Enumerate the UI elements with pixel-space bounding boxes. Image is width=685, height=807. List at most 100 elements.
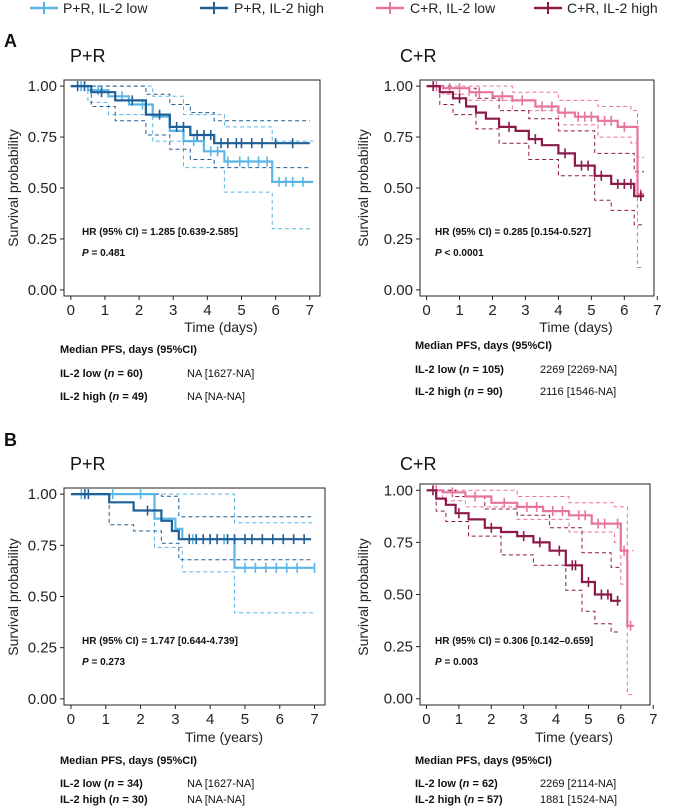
x-tick-label: 0: [422, 711, 430, 728]
panel-label-a: A: [4, 31, 17, 51]
y-axis-label: Survival probability: [5, 129, 21, 247]
plot-frame: [419, 79, 655, 297]
x-tick-label: 0: [67, 711, 75, 728]
ci-line-low-ci-upper: [70, 85, 314, 142]
x-tick-label: 1: [102, 711, 110, 728]
ci-line-high-ci-upper: [426, 489, 621, 568]
x-tick-label: 6: [276, 711, 284, 728]
median-row-high-value: NA [NA-NA]: [187, 391, 245, 403]
legend-item-pr-low[interactable]: P+R, IL-2 low: [30, 0, 148, 16]
x-tick-label: 4: [203, 302, 211, 319]
median-row-low-count: = 105): [469, 364, 504, 376]
y-tick-label: 0.25: [28, 640, 57, 657]
median-row-high-value: 1881 [1524-NA]: [540, 794, 617, 806]
chart-title: P+R: [70, 454, 106, 474]
median-table: Median PFS, days (95%CI) IL-2 low (n = 6…: [60, 344, 254, 403]
x-axis-label: Time (days): [184, 319, 257, 335]
y-tick-label: 0.00: [384, 282, 413, 299]
legend-item-pr-high[interactable]: P+R, IL-2 high: [200, 0, 324, 16]
x-axis-label: Time (years): [535, 729, 613, 745]
x-tick-label: 2: [136, 711, 144, 728]
p-value: = 0.273: [89, 657, 126, 668]
median-row-high-count: = 30): [119, 794, 148, 806]
x-axis-label: Time (years): [185, 729, 263, 745]
p-annotation: P = 0.003: [435, 657, 479, 668]
legend-item-cr-high[interactable]: C+R, IL-2 high: [534, 0, 658, 16]
median-row-high: IL-2 high (n = 30): [60, 794, 148, 806]
survival-curve-c-r-il-2-low: [426, 85, 645, 196]
median-row-low-n: n: [463, 778, 470, 790]
median-row-high-n: n: [113, 391, 120, 403]
ci-line-high-ci-upper: [70, 85, 310, 122]
x-tick-label: 4: [206, 711, 214, 728]
plot-frame: [63, 487, 326, 706]
x-tick-label: 3: [519, 711, 527, 728]
y-tick-label: 1.00: [384, 78, 413, 95]
median-row-low-group: IL-2 low (: [415, 364, 463, 376]
x-tick-label: 7: [306, 302, 314, 319]
x-tick-label: 6: [271, 302, 279, 319]
p-value: = 0.003: [442, 657, 479, 668]
median-title: Median PFS, days (95%CI): [60, 755, 197, 767]
legend: P+R, IL-2 low P+R, IL-2 high C+R, IL-2 l…: [30, 0, 658, 16]
x-tick-label: 1: [101, 302, 109, 319]
y-tick-label: 0.75: [28, 537, 57, 554]
chart-a-pr: P+R Survival probability Time (days) HR …: [5, 46, 321, 403]
legend-label-pr-high: P+R, IL-2 high: [234, 0, 324, 16]
median-row-high-value: NA [NA-NA]: [187, 794, 245, 806]
median-row-high: IL-2 high (n = 57): [415, 794, 503, 806]
median-row-low: IL-2 low (n = 60): [60, 368, 143, 380]
chart-title: C+R: [400, 454, 437, 474]
ci-line-low-ci-upper: [426, 85, 645, 158]
median-row-low-count: = 60): [114, 368, 143, 380]
y-axis-label: Survival probability: [5, 538, 21, 656]
median-row-high-group: IL-2 high (: [415, 794, 468, 806]
p-symbol: P: [82, 248, 89, 259]
median-row-high-count: = 49): [119, 391, 148, 403]
x-axis-label: Time (days): [539, 319, 612, 335]
x-tick-label: 1: [455, 711, 463, 728]
y-tick-label: 1.00: [28, 486, 57, 503]
x-tick-label: 7: [653, 302, 661, 319]
legend-label-cr-high: C+R, IL-2 high: [567, 0, 658, 16]
ci-line-low-ci-lower: [426, 489, 634, 696]
legend-item-cr-low[interactable]: C+R, IL-2 low: [376, 0, 496, 16]
median-row-high-n: n: [468, 794, 475, 806]
survival-curve-c-r-il-2-low: [426, 489, 634, 627]
y-tick-label: 0.25: [384, 639, 413, 656]
y-axis-label: Survival probability: [355, 538, 371, 656]
p-value: = 0.481: [89, 248, 126, 259]
legend-label-pr-low: P+R, IL-2 low: [63, 0, 148, 16]
x-tick-label: 0: [67, 302, 75, 319]
hr-annotation: HR (95% CI) = 0.306 [0.142–0.659]: [435, 636, 593, 647]
median-row-low-n: n: [108, 778, 115, 790]
x-tick-label: 6: [617, 711, 625, 728]
chart-b-cr: C+R Survival probability Time (years) HR…: [355, 454, 657, 806]
x-tick-label: 3: [169, 302, 177, 319]
legend-label-cr-low: C+R, IL-2 low: [410, 0, 496, 16]
y-tick-label: 0.00: [28, 691, 57, 708]
median-row-high-group: IL-2 high (: [60, 391, 113, 403]
p-annotation: P = 0.273: [82, 657, 126, 668]
y-tick-label: 1.00: [384, 482, 413, 499]
survival-curve-p-r-il-2-high: [71, 493, 312, 541]
x-tick-label: 3: [171, 711, 179, 728]
y-tick-label: 0.50: [384, 587, 413, 604]
p-symbol: P: [435, 657, 442, 668]
survival-curve-p-r-il-2-low: [71, 493, 315, 569]
ci-line-low-ci-lower: [71, 493, 315, 614]
y-tick-label: 0.50: [384, 180, 413, 197]
median-row-low-group: IL-2 low (: [60, 368, 108, 380]
ci-line-high-ci-lower: [426, 489, 621, 633]
x-tick-label: 7: [649, 711, 657, 728]
ci-line-low-ci-lower: [426, 85, 645, 268]
x-tick-label: 7: [310, 711, 318, 728]
x-tick-label: 2: [135, 302, 143, 319]
x-tick-label: 0: [422, 302, 430, 319]
y-tick-label: 0.75: [28, 129, 57, 146]
chart-b-pr: P+R Survival probability Time (years) HR…: [5, 454, 326, 806]
x-tick-label: 4: [552, 711, 560, 728]
y-tick-label: 1.00: [28, 78, 57, 95]
median-row-low-group: IL-2 low (: [60, 778, 108, 790]
